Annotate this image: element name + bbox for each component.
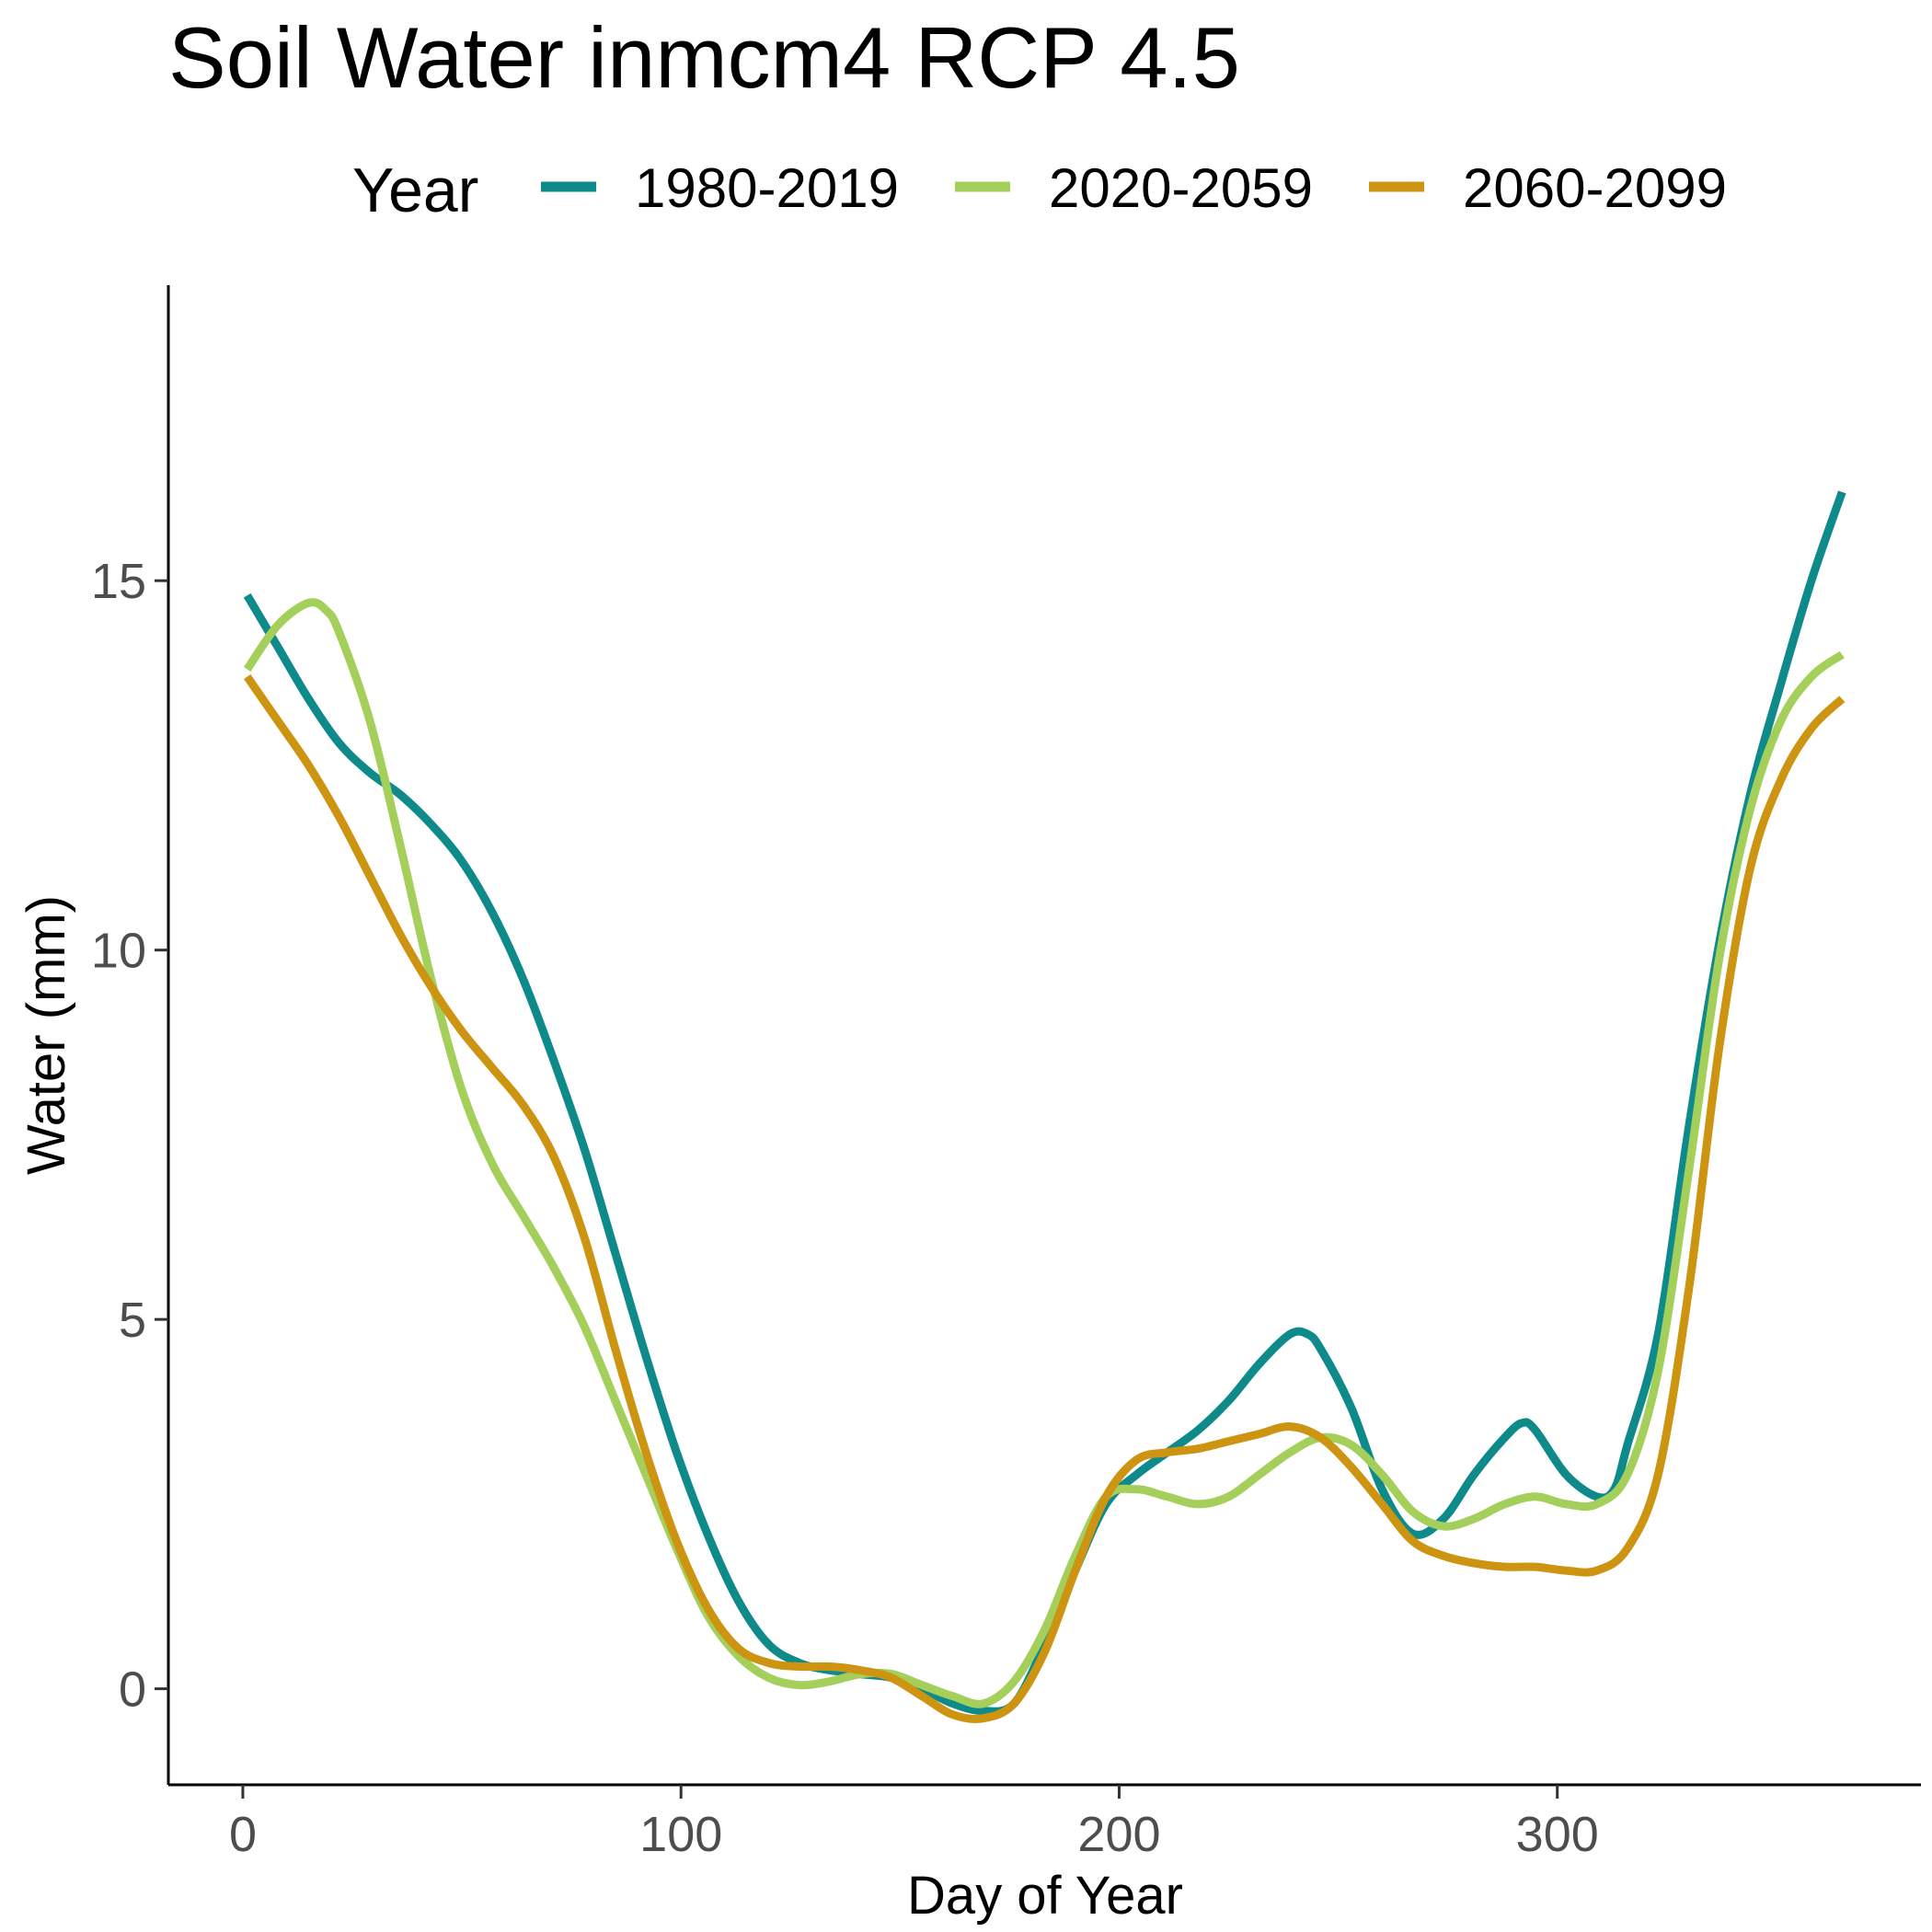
legend-title: Year: [352, 155, 478, 225]
x-axis-label: Day of Year: [907, 1866, 1183, 1926]
series-line-2060-2099: [244, 674, 1846, 1723]
y-tick-label: 15: [91, 554, 146, 609]
series-group: [243, 490, 1846, 1723]
legend-label-1980-2019: 1980-2019: [635, 157, 899, 219]
series-line-1980-2019: [243, 490, 1846, 1716]
y-tick-label: 10: [91, 924, 146, 979]
axes: 0 100 200 300 0 5 10 15: [91, 285, 1921, 1862]
legend-label-2060-2099: 2060-2099: [1463, 157, 1727, 219]
y-tick-label: 5: [119, 1293, 146, 1348]
legend: Year 1980-2019 2020-2059 2060-2099: [352, 155, 1727, 225]
x-tick-label: 0: [229, 1807, 257, 1862]
chart-title: Soil Water inmcm4 RCP 4.5: [168, 9, 1240, 106]
x-tick-label: 100: [639, 1807, 722, 1862]
x-tick-label: 200: [1077, 1807, 1160, 1862]
legend-label-2020-2059: 2020-2059: [1049, 157, 1313, 219]
series-line-2020-2059: [243, 598, 1845, 1708]
y-tick-label: 0: [119, 1662, 146, 1718]
y-axis-label: Water (mm): [17, 895, 76, 1175]
x-tick-label: 300: [1516, 1807, 1599, 1862]
